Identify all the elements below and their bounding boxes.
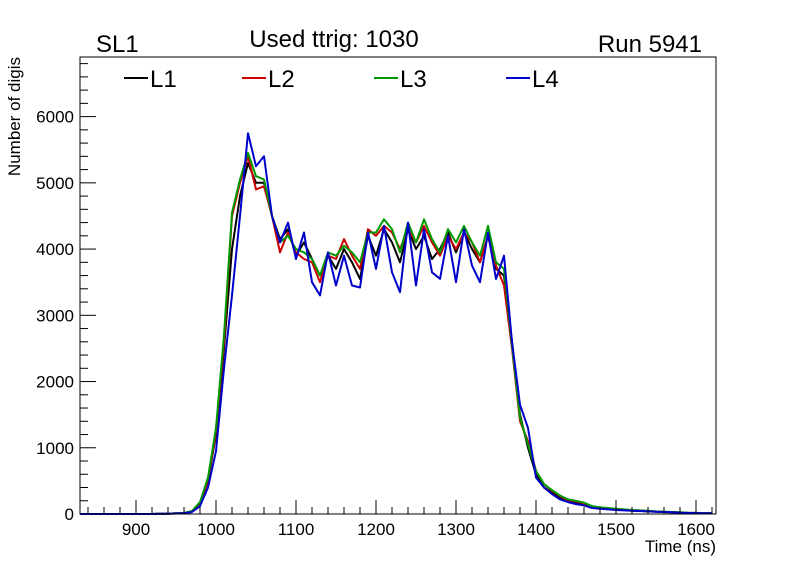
x-tick-label: 1200	[357, 520, 395, 539]
series-layer	[80, 132, 713, 515]
y-tick-label: 4000	[36, 240, 74, 259]
x-tick-label: 1300	[437, 520, 475, 539]
y-tick-label: 5000	[36, 174, 74, 193]
y-tick-label: 0	[65, 505, 74, 524]
legend-entry-l1: L1	[124, 66, 177, 93]
x-tick-label: 1600	[677, 520, 715, 539]
y-tick-label: 6000	[36, 108, 74, 127]
x-tick-label: 1400	[517, 520, 555, 539]
x-axis-label: Time (ns)	[645, 537, 716, 556]
legend-entry-l2: L2	[242, 66, 295, 93]
series-line-l4	[80, 132, 713, 515]
chart-title: Used ttrig: 1030	[249, 26, 418, 53]
legend-entry-l4: L4	[506, 66, 559, 93]
y-tick-label: 1000	[36, 439, 74, 458]
chart-left-label: SL1	[96, 31, 139, 58]
legend-label: L1	[150, 66, 177, 93]
chart-right-label: Run 5941	[598, 31, 702, 58]
y-tick-label: 3000	[36, 306, 74, 325]
plot-frame	[79, 56, 717, 515]
x-tick-label: 1000	[197, 520, 235, 539]
axes-layer: 0 1000 2000 3000 4000 5000 6000 900 1000 1100 1200…	[36, 63, 715, 539]
legend-label: L4	[532, 66, 559, 93]
legend-label: L2	[268, 66, 295, 93]
x-tick-label: 1100	[278, 520, 315, 539]
legend: L1 L2 L3 L4	[124, 66, 559, 93]
y-tick-label: 2000	[36, 373, 74, 392]
x-tick-label: 1500	[597, 520, 635, 539]
legend-entry-l3: L3	[374, 66, 427, 93]
legend-label: L3	[400, 66, 427, 93]
y-axis-label: Number of digis	[5, 57, 24, 176]
x-tick-label: 900	[122, 520, 150, 539]
